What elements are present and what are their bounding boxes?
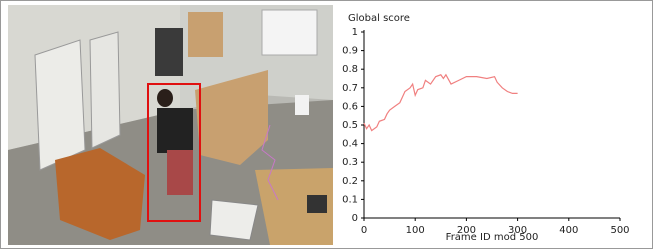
person-body [157, 108, 193, 153]
y-tick-label: 0.6 [342, 101, 358, 112]
figure: Global score Frame ID mod 500 00.10.20.3… [0, 0, 653, 249]
y-tick-label: 0.9 [342, 46, 358, 57]
x-tick-label: 200 [457, 225, 476, 236]
bin [295, 95, 309, 115]
x-tick-label: 300 [508, 225, 527, 236]
y-tick-label: 0.4 [342, 139, 358, 150]
y-tick-label: 0.2 [342, 176, 358, 187]
person-head [157, 89, 173, 107]
x-tick-label: 400 [559, 225, 578, 236]
y-tick-label: 1 [352, 27, 358, 38]
phone [307, 195, 327, 213]
cabinet [188, 12, 223, 57]
window [262, 10, 317, 55]
chair [210, 200, 258, 240]
doorway [155, 28, 183, 76]
y-tick-label: 0 [352, 213, 358, 224]
x-tick-label: 500 [610, 225, 629, 236]
chart-title: Global score [348, 13, 410, 24]
y-tick-label: 0.5 [342, 120, 358, 131]
x-tick-label: 0 [361, 225, 367, 236]
y-tick-label: 0.7 [342, 83, 358, 94]
person-skirt [167, 150, 193, 195]
camera-photo [8, 5, 333, 245]
y-tick-label: 0.8 [342, 64, 358, 75]
door [35, 40, 85, 170]
y-tick-label: 0.1 [342, 194, 358, 205]
door [90, 32, 120, 148]
x-tick-label: 100 [406, 225, 425, 236]
y-tick-label: 0.3 [342, 157, 358, 168]
